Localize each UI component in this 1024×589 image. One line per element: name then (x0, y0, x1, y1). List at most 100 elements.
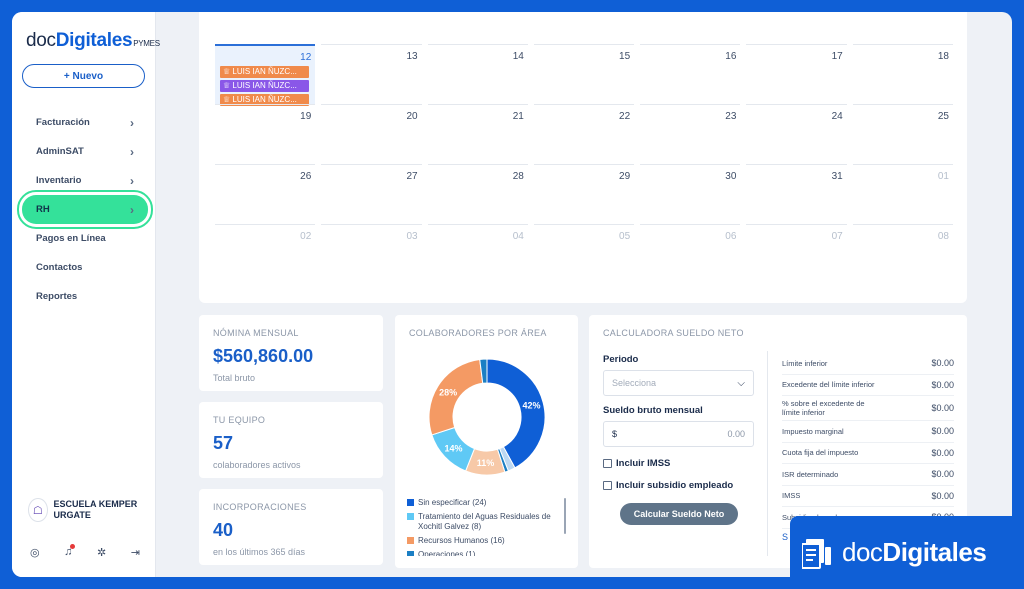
calendar-day-cell[interactable]: 07 (746, 224, 847, 284)
sidebar-item-contactos[interactable]: Contactos (22, 253, 148, 282)
calendar-day-cell[interactable]: 13 (321, 44, 422, 104)
calendar-day-cell[interactable]: 16 (640, 44, 741, 104)
calendar-day-cell[interactable]: 05 (533, 224, 635, 284)
nomina-value: $560,860.00 (213, 346, 314, 366)
imss-checkbox-box[interactable] (603, 459, 612, 468)
calendar-day-cell[interactable]: 23 (640, 104, 741, 164)
area-chart-card: COLABORADORES POR ÁREA 42% 11% 14% 28% Sin … (395, 315, 578, 568)
calendar-day-number: 17 (831, 51, 843, 62)
calendar-day-cell[interactable]: 30 (640, 164, 741, 224)
sidebar-item-reportes[interactable]: Reportes (22, 282, 148, 311)
calendar-event[interactable]: ♕ LUIS IAN ÑUZC... (220, 94, 309, 106)
calendar-day-cell[interactable]: 17 (746, 44, 847, 104)
bell-icon[interactable]: ♫ (64, 544, 76, 559)
calendar-day-cell[interactable]: 21 (427, 104, 528, 164)
calendar-day-cell[interactable]: 06 (640, 224, 741, 284)
nomina-sub: Total bruto (213, 373, 256, 383)
sidebar-item-inventario[interactable]: Inventario › (22, 166, 148, 195)
birthday-icon: ♕ (223, 81, 233, 90)
result-label: ISR determinado (782, 469, 839, 479)
legend-label: Tratamiento del Aguas Residuales de Xoch… (418, 512, 551, 531)
calendar-day-number: 12 (300, 52, 312, 63)
sueldo-input[interactable]: $ 0.00 (603, 421, 754, 447)
calendar-day-number: 13 (406, 51, 418, 62)
calendar-event-label: LUIS IAN ÑUZC... (232, 67, 297, 76)
calendar-day-cell[interactable]: 01 (852, 164, 953, 224)
donut-slice-label: 28% (439, 387, 457, 397)
new-button[interactable]: + Nuevo (22, 64, 145, 88)
sidebar-item-label: Contactos (36, 262, 83, 273)
calendar-day-cell[interactable]: 18 (852, 44, 953, 104)
calendar-event[interactable]: ♕ LUIS IAN ÑUZC... (220, 80, 309, 92)
calendar-day-cell[interactable]: 31 (746, 164, 847, 224)
sidebar-item-adminsat[interactable]: AdminSAT › (22, 137, 148, 166)
result-row: IMSS $0.00 (782, 486, 954, 507)
sidebar-item-rh[interactable]: RH › (17, 190, 153, 229)
legend-item[interactable]: Recursos Humanos (16) (407, 536, 562, 546)
calendar-day-number: 14 (512, 51, 524, 62)
calendar-day-cell[interactable]: 19 (215, 104, 316, 164)
chevron-right-icon: › (130, 202, 134, 217)
gear-icon[interactable]: ✲ (96, 547, 107, 559)
calendar-event-label: LUIS IAN ÑUZC... (232, 81, 297, 90)
legend-item[interactable]: Sin especificar (24) (407, 498, 562, 508)
result-label: IMSS (782, 491, 801, 501)
school-profile[interactable]: ☖ ESCUELA KEMPER URGATE (28, 498, 152, 522)
calendar-day-cell[interactable]: 14 (427, 44, 528, 104)
equipo-card: TU EQUIPO 57 colaboradores activos (199, 402, 383, 478)
calendar-day-cell[interactable]: 22 (533, 104, 635, 164)
chevron-right-icon: › (130, 115, 134, 130)
result-amount: $0.00 (931, 426, 954, 437)
calendar-day-cell[interactable]: 27 (321, 164, 422, 224)
notification-dot (70, 544, 76, 549)
periodo-select[interactable]: Selecciona ⌵ (603, 370, 754, 396)
legend-item[interactable]: Operaciones (1) (407, 550, 562, 556)
chevron-right-icon: › (130, 173, 134, 188)
result-label: Excedente del límite inferior (782, 380, 875, 390)
sidebar-item-pagos-en-línea[interactable]: Pagos en Línea (22, 224, 148, 253)
calendar-day-cell[interactable]: 28 (427, 164, 528, 224)
app-logo[interactable]: docDigitalesPYMES (26, 30, 160, 51)
subsidio-checkbox[interactable]: Incluir subsidio empleado (603, 480, 953, 491)
user-icon[interactable]: ◎ (30, 547, 40, 559)
donut-slice[interactable] (486, 358, 546, 469)
calendar-day-number: 03 (406, 231, 418, 242)
imss-checkbox[interactable]: Incluir IMSS (603, 458, 953, 469)
calendar-events: ♕ LUIS IAN ÑUZC... ♕ LUIS IAN ÑUZC... ♕ LU… (220, 66, 309, 108)
donut-slice[interactable] (479, 358, 488, 384)
result-amount: $0.00 (931, 490, 954, 501)
result-label: Cuota fija del impuesto (782, 448, 859, 458)
calendar-day-number: 21 (512, 111, 524, 122)
calendar-day-cell[interactable]: 02 (215, 224, 316, 284)
periodo-label: Periodo (603, 354, 639, 365)
calendar-day-cell[interactable]: 26 (215, 164, 316, 224)
result-amount: $0.00 (931, 469, 954, 480)
incorporaciones-sub: en los últimos 365 días (213, 547, 306, 557)
calendar-day-number: 02 (300, 231, 312, 242)
sidebar-item-facturación[interactable]: Facturación › (22, 108, 148, 137)
calendar-day-number: 29 (619, 171, 631, 182)
results-link[interactable]: S (782, 532, 789, 542)
sidebar-footer: ◎ ♫ ✲ ⇥ (30, 544, 140, 559)
calculate-button[interactable]: Calcular Sueldo Neto (620, 503, 738, 525)
calendar-day-cell[interactable]: 25 (852, 104, 953, 164)
result-row: Cuota fija del impuesto $0.00 (782, 443, 954, 464)
calendar: 12 ♕ LUIS IAN ÑUZC... ♕ LUIS IAN ÑUZC... ♕ … (199, 12, 967, 303)
legend-swatch (407, 551, 414, 556)
chevron-down-icon: ⌵ (737, 377, 745, 389)
result-amount: $0.00 (931, 358, 954, 369)
calendar-day-cell[interactable]: 03 (321, 224, 422, 284)
calendar-day-cell[interactable]: 04 (427, 224, 528, 284)
calendar-day-cell[interactable]: 12 ♕ LUIS IAN ÑUZC... ♕ LUIS IAN ÑUZC... ♕ … (215, 44, 316, 106)
sueldo-value: 0.00 (727, 429, 745, 439)
calendar-event[interactable]: ♕ LUIS IAN ÑUZC... (220, 66, 309, 78)
calendar-day-cell[interactable]: 24 (746, 104, 847, 164)
legend-scrollbar[interactable] (564, 498, 566, 534)
calendar-day-cell[interactable]: 15 (533, 44, 635, 104)
legend-item[interactable]: Tratamiento del Aguas Residuales de Xoch… (407, 512, 562, 532)
calendar-day-cell[interactable]: 20 (321, 104, 422, 164)
subsidio-checkbox-box[interactable] (603, 481, 612, 490)
calendar-day-cell[interactable]: 08 (852, 224, 953, 284)
logout-icon[interactable]: ⇥ (130, 547, 140, 559)
calendar-day-cell[interactable]: 29 (533, 164, 635, 224)
